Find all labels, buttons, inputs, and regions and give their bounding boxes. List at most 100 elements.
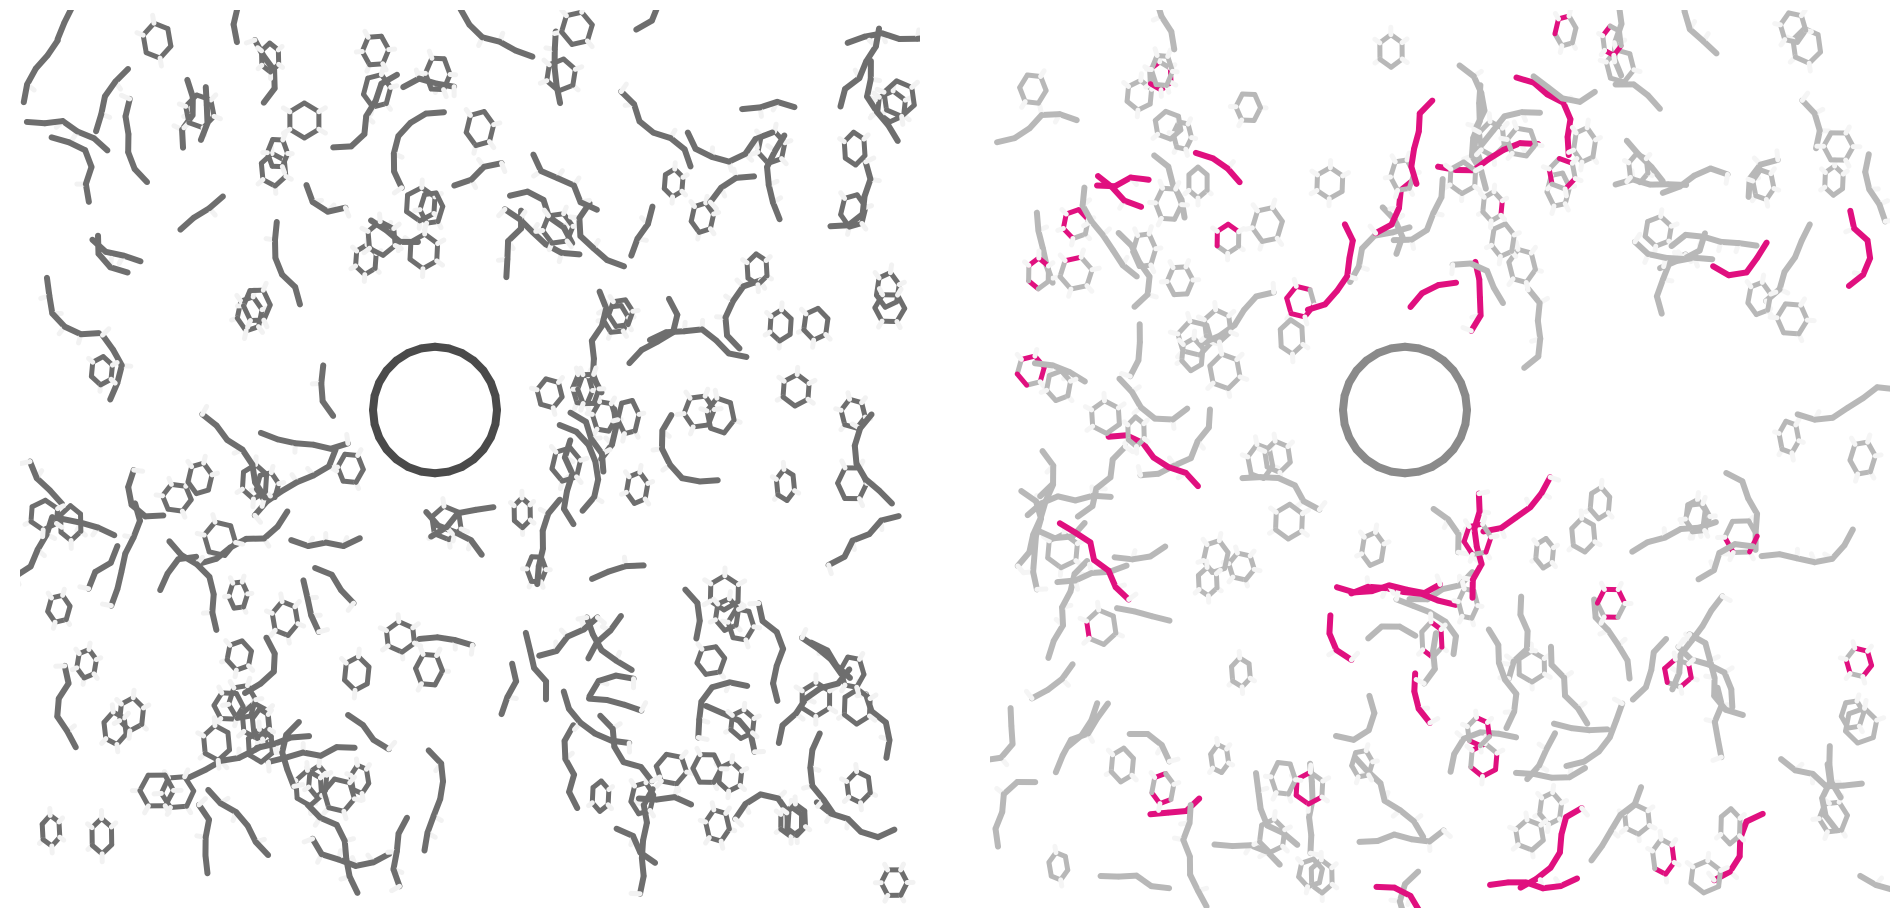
hydrogen-bond <box>292 598 302 610</box>
ring-bond <box>1062 254 1084 264</box>
left-panel-molecular-render <box>20 10 920 908</box>
ring-bond <box>1538 822 1546 843</box>
ring-bond <box>233 691 246 710</box>
chain-bond <box>324 204 349 215</box>
ring-bond <box>1101 630 1119 647</box>
chain-bond <box>1631 238 1652 258</box>
chain-bond <box>1088 700 1101 724</box>
hydrogen-bond <box>1372 522 1380 535</box>
ring-bond <box>1774 315 1787 336</box>
ring-bond <box>1110 613 1119 636</box>
hydrogen-bond <box>637 462 644 475</box>
hydrogen-bond <box>1542 671 1553 680</box>
chain-bond <box>1149 613 1173 624</box>
ring-bond <box>1605 494 1613 516</box>
hydrogen-bond <box>799 306 809 317</box>
hydrogen-bond <box>220 701 232 708</box>
hydrogen-bond <box>1557 43 1565 56</box>
chain-bond <box>253 740 278 751</box>
hydrogen-bond <box>261 317 270 330</box>
hydrogen-bond <box>1806 60 1813 74</box>
chain-bond <box>1648 164 1666 185</box>
chain-bond <box>665 295 681 318</box>
hydrogen-bond <box>1132 226 1141 238</box>
chain-bond <box>612 672 637 682</box>
ring-bond <box>1571 130 1579 153</box>
ring-bond <box>1259 235 1280 244</box>
ring-bond <box>1044 373 1052 393</box>
chain-bond <box>637 873 647 897</box>
ring-bond <box>690 752 703 771</box>
chain-bond <box>618 88 638 108</box>
right-molecular-svg <box>990 10 1890 908</box>
ring-bond <box>1101 398 1121 411</box>
hydrogen-bond <box>782 138 794 146</box>
chain-bond <box>1127 357 1142 380</box>
hydrogen-bond <box>871 90 882 100</box>
hydrogen-bond <box>1550 542 1560 551</box>
hydrogen-bond <box>1727 550 1736 563</box>
ring-bond <box>895 292 908 311</box>
hydrogen-bond <box>763 254 773 264</box>
hydrogen-bond <box>1668 221 1680 229</box>
ring-bond <box>712 601 721 623</box>
ring-bond <box>353 466 366 485</box>
hydrogen-bond <box>1547 474 1562 483</box>
ring-bond <box>1359 534 1367 557</box>
ring-bond <box>722 573 741 588</box>
hydrogen-bond <box>1135 464 1144 478</box>
ring-bond <box>1014 356 1024 377</box>
ring-bond <box>707 211 717 232</box>
ring-bond <box>688 204 697 224</box>
chain-bond <box>179 126 187 151</box>
ring-bond <box>1798 13 1809 33</box>
ring-bond <box>1722 518 1735 540</box>
hydrogen-bond <box>859 395 868 406</box>
highlighted-chain-bond <box>1333 646 1355 663</box>
hydrogen-bond <box>1059 207 1069 217</box>
hydrogen-bond <box>114 741 121 755</box>
hydrogen-bond <box>1121 419 1131 428</box>
hydrogen-bond <box>1843 671 1853 682</box>
chain-bond <box>1799 97 1818 117</box>
chain-bond <box>1566 764 1589 781</box>
hydrogen-bond <box>142 803 151 816</box>
hydrogen-bond <box>1441 827 1453 839</box>
hydrogen-bond <box>647 807 657 819</box>
hydrogen-bond <box>1247 675 1257 684</box>
highlighted-chain-bond <box>1415 110 1423 135</box>
central-ring-bond <box>491 391 501 414</box>
ring-bond <box>241 288 253 309</box>
ring-bond <box>1843 130 1856 150</box>
hydrogen-bond <box>458 526 471 535</box>
ring-bond <box>1090 423 1110 436</box>
ring-bond <box>317 775 325 798</box>
ring-bond <box>225 730 233 753</box>
hydrogen-bond <box>725 788 732 801</box>
ring-bond <box>1544 189 1557 209</box>
hydrogen-bond <box>1185 116 1194 127</box>
ring-bond <box>725 606 739 625</box>
hydrogen-bond <box>1443 162 1454 172</box>
hydrogen-bond <box>1511 119 1519 131</box>
hydrogen-bond <box>69 665 80 673</box>
hydrogen-bond <box>215 757 222 771</box>
hydrogen-bond <box>792 488 802 496</box>
hydrogen-bond <box>1737 833 1747 843</box>
hydrogen-bond <box>351 796 364 803</box>
hydrogen-bond <box>434 258 446 268</box>
ring-bond <box>1252 91 1264 111</box>
ring-bond <box>1798 302 1810 323</box>
ring-bond <box>1792 54 1812 66</box>
hydrogen-bond <box>211 113 223 122</box>
hydrogen-bond <box>426 48 435 61</box>
chain-bond <box>284 766 297 790</box>
ring-bond <box>690 765 703 785</box>
ring-bond <box>201 519 218 538</box>
ring-bond <box>570 66 578 88</box>
hydrogen-bond <box>276 61 286 70</box>
ring-bond <box>342 660 349 683</box>
hydrogen-bond <box>1195 558 1206 565</box>
hydrogen-bond <box>1632 231 1643 245</box>
ring-bond <box>391 226 398 248</box>
